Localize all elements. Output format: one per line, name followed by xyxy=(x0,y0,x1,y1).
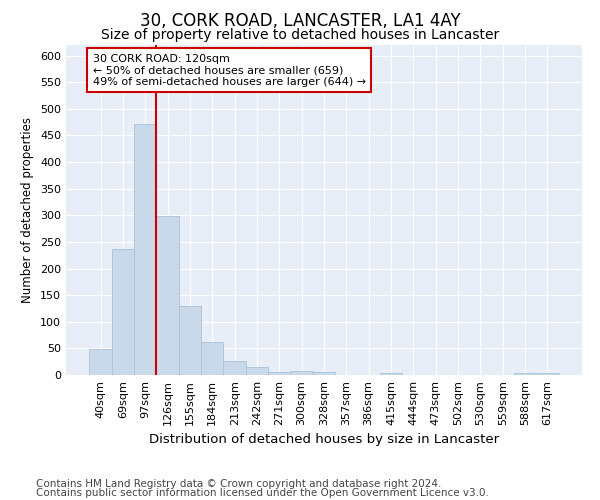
Text: Contains HM Land Registry data © Crown copyright and database right 2024.: Contains HM Land Registry data © Crown c… xyxy=(36,479,442,489)
Bar xyxy=(268,372,290,375)
Text: 30, CORK ROAD, LANCASTER, LA1 4AY: 30, CORK ROAD, LANCASTER, LA1 4AY xyxy=(140,12,460,30)
Bar xyxy=(201,342,223,375)
Bar xyxy=(380,374,402,375)
Bar xyxy=(112,249,134,375)
Bar xyxy=(89,350,112,375)
Bar xyxy=(223,360,246,375)
Bar xyxy=(536,374,559,375)
Bar xyxy=(134,124,157,375)
Text: Contains public sector information licensed under the Open Government Licence v3: Contains public sector information licen… xyxy=(36,488,489,498)
Bar xyxy=(290,370,313,375)
Y-axis label: Number of detached properties: Number of detached properties xyxy=(22,117,34,303)
X-axis label: Distribution of detached houses by size in Lancaster: Distribution of detached houses by size … xyxy=(149,434,499,446)
Text: Size of property relative to detached houses in Lancaster: Size of property relative to detached ho… xyxy=(101,28,499,42)
Bar xyxy=(246,367,268,375)
Bar xyxy=(514,374,536,375)
Text: 30 CORK ROAD: 120sqm
← 50% of detached houses are smaller (659)
49% of semi-deta: 30 CORK ROAD: 120sqm ← 50% of detached h… xyxy=(93,54,366,86)
Bar xyxy=(157,216,179,375)
Bar xyxy=(179,306,201,375)
Bar xyxy=(313,372,335,375)
